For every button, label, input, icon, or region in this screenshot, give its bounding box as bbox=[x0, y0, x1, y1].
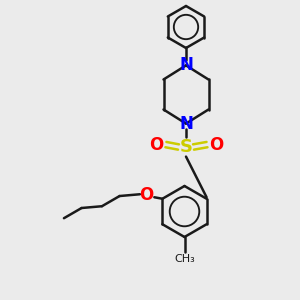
Text: N: N bbox=[179, 115, 193, 133]
Text: O: O bbox=[140, 185, 154, 203]
Text: S: S bbox=[179, 138, 193, 156]
Text: CH₃: CH₃ bbox=[174, 254, 195, 264]
Text: N: N bbox=[179, 56, 193, 74]
Text: O: O bbox=[149, 136, 163, 154]
Text: O: O bbox=[209, 136, 223, 154]
